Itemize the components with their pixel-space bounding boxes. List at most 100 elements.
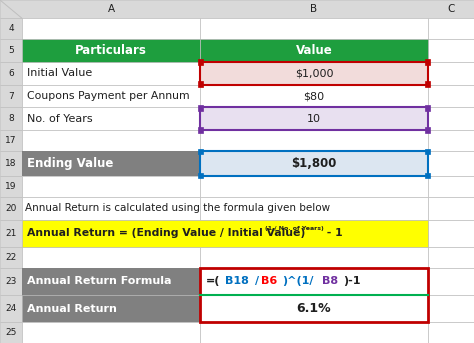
Text: 17: 17: [5, 136, 17, 145]
Bar: [200, 268, 428, 295]
Bar: [22, 18, 200, 39]
Bar: [200, 18, 428, 39]
Bar: [428, 247, 474, 268]
Bar: [22, 268, 200, 295]
Text: 6.1%: 6.1%: [297, 302, 331, 315]
Text: 18: 18: [5, 159, 17, 168]
Bar: [200, 268, 428, 295]
Bar: [22, 39, 200, 62]
Text: (1 / No. of Years): (1 / No. of Years): [265, 226, 324, 231]
Text: No. of Years: No. of Years: [27, 114, 92, 124]
Bar: [22, 151, 200, 176]
Text: 20: 20: [5, 204, 17, 213]
Text: $1,000: $1,000: [295, 68, 333, 78]
Bar: [0, 197, 22, 220]
Bar: [200, 39, 428, 62]
Bar: [0, 176, 22, 197]
Bar: [0, 62, 22, 85]
Bar: [0, 130, 22, 151]
Bar: [22, 62, 200, 85]
Bar: [198, 105, 203, 111]
Bar: [200, 151, 428, 176]
Text: B8: B8: [322, 276, 338, 286]
Text: Value: Value: [296, 44, 332, 57]
Text: Particulars: Particulars: [75, 44, 147, 57]
Bar: [198, 173, 203, 178]
Text: Annual Return = (Ending Value / Initial Value): Annual Return = (Ending Value / Initial …: [27, 228, 305, 238]
Bar: [0, 322, 22, 343]
Bar: [200, 176, 428, 197]
Bar: [198, 59, 203, 65]
Text: 10: 10: [307, 114, 321, 124]
Bar: [200, 107, 428, 130]
Bar: [428, 322, 474, 343]
Bar: [200, 151, 428, 176]
Text: B: B: [310, 4, 318, 14]
Text: Annual Return Formula: Annual Return Formula: [27, 276, 172, 286]
Bar: [428, 197, 474, 220]
Bar: [425, 149, 430, 154]
Bar: [0, 107, 22, 130]
Bar: [428, 107, 474, 130]
Bar: [200, 85, 428, 107]
Bar: [425, 59, 430, 65]
Bar: [200, 62, 428, 85]
Text: 6: 6: [8, 69, 14, 78]
Text: B18: B18: [225, 276, 248, 286]
Bar: [0, 247, 22, 268]
Bar: [200, 295, 428, 322]
Text: $80: $80: [303, 91, 325, 101]
Bar: [0, 39, 22, 62]
Bar: [200, 130, 428, 151]
Bar: [428, 62, 474, 85]
Bar: [198, 127, 203, 133]
Text: 21: 21: [5, 229, 17, 238]
Bar: [428, 130, 474, 151]
Text: 8: 8: [8, 115, 14, 123]
Text: - 1: - 1: [323, 228, 343, 238]
Bar: [200, 151, 428, 176]
Bar: [200, 322, 428, 343]
Text: )-1: )-1: [343, 276, 361, 286]
Bar: [22, 39, 200, 62]
Text: 7: 7: [8, 92, 14, 100]
Bar: [428, 295, 474, 322]
Bar: [200, 268, 428, 295]
Bar: [22, 295, 200, 322]
Bar: [22, 176, 200, 197]
Bar: [200, 268, 428, 322]
Bar: [0, 268, 22, 295]
Text: Annual Return is calculated using the formula given below: Annual Return is calculated using the fo…: [25, 203, 330, 213]
Text: Coupons Payment per Annum: Coupons Payment per Annum: [27, 91, 190, 101]
Bar: [22, 197, 200, 220]
Bar: [0, 295, 22, 322]
Text: A: A: [108, 4, 115, 14]
Bar: [198, 149, 203, 154]
Bar: [198, 81, 203, 87]
Bar: [428, 18, 474, 39]
Bar: [22, 151, 200, 176]
Text: Annual Return: Annual Return: [27, 304, 117, 314]
Text: $1,800: $1,800: [292, 157, 337, 170]
Text: 22: 22: [5, 253, 17, 262]
Bar: [200, 39, 428, 62]
Bar: [0, 85, 22, 107]
Text: 23: 23: [5, 277, 17, 286]
Bar: [425, 105, 430, 111]
Bar: [200, 197, 428, 220]
Bar: [200, 220, 428, 247]
Text: 25: 25: [5, 328, 17, 337]
Text: 24: 24: [5, 304, 17, 313]
Bar: [0, 151, 22, 176]
Text: C: C: [447, 4, 455, 14]
Bar: [428, 268, 474, 295]
Text: Ending Value: Ending Value: [27, 157, 113, 170]
Bar: [22, 322, 200, 343]
Bar: [428, 39, 474, 62]
Bar: [22, 295, 200, 322]
Bar: [425, 127, 430, 133]
Bar: [22, 220, 428, 247]
Text: 5: 5: [8, 46, 14, 55]
Bar: [200, 62, 428, 85]
Bar: [428, 85, 474, 107]
